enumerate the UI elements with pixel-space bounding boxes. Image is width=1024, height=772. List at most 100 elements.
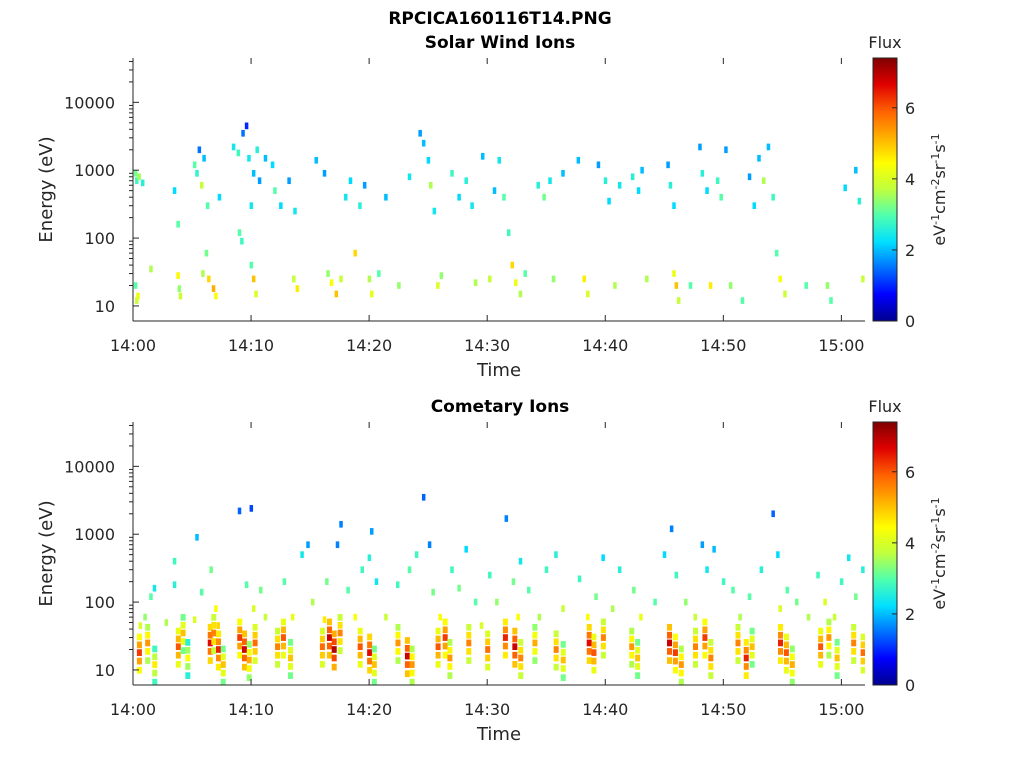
data-cell [255,146,259,154]
data-cell [237,507,242,515]
data-cell [172,581,177,589]
data-cell [371,661,377,668]
data-cell [518,654,524,662]
data-cell [502,651,508,659]
data-cell [220,661,226,668]
data-cell [692,643,698,651]
data-cell [257,177,262,185]
data-cell [237,651,243,659]
data-cell [288,654,294,662]
data-cell [629,660,635,668]
data-cell [136,666,142,674]
data-cell [576,156,581,164]
data-cell [783,657,789,665]
data-cell [532,657,538,664]
data-cell [407,566,412,574]
data-cell [310,598,315,606]
data-cell [249,261,254,269]
data-cell [275,651,281,659]
data-cell [145,639,151,647]
x-tick-label: 14:50 [700,336,746,355]
data-cell [778,275,782,283]
data-cell [442,642,448,650]
data-cell [367,275,372,283]
data-cell [220,645,226,653]
data-cell [450,169,454,177]
data-cell [447,672,453,679]
data-cell [138,622,143,629]
data-cell [177,285,182,292]
data-cell [207,648,213,655]
data-cell [708,639,714,646]
data-cell [331,646,337,653]
data-cell [610,605,615,612]
data-cell [516,613,520,621]
data-cell [747,173,752,181]
data-cell [586,613,590,621]
data-cell [252,648,258,655]
data-cell [207,623,213,631]
data-cell [246,665,252,672]
data-cell [667,639,673,647]
data-cell [705,566,709,574]
data-cell [645,275,649,283]
data-cell [377,270,381,277]
y-tick-label: 10 [95,661,115,680]
data-cell [749,651,755,659]
data-cell [818,643,824,651]
data-cell [761,177,766,185]
y-tick-label: 100 [84,593,115,612]
data-cell [246,648,252,656]
data-cell [135,297,139,304]
data-cell [868,614,873,621]
data-cell [404,661,410,668]
data-cell [635,672,641,679]
data-cell [502,193,506,201]
data-cell [804,282,808,289]
data-cell [180,614,186,621]
data-cell [514,279,518,287]
data-cell [438,613,442,621]
data-cell [629,635,635,643]
y-tick-label: 1000 [74,161,115,180]
data-cell [217,193,222,201]
data-cell [175,651,181,659]
data-cell [708,282,713,289]
y-tick-label: 100 [84,229,115,248]
data-cell [209,566,213,574]
data-cell [409,645,415,653]
data-cell [334,290,339,298]
data-cell [241,129,245,137]
data-cell [603,177,608,185]
data-cell [249,505,254,512]
data-cell [326,651,332,659]
data-cell [371,653,377,661]
data-cell [506,229,511,237]
data-cell [371,678,377,685]
data-cell [735,657,741,664]
data-cell [252,639,258,647]
data-cell [249,202,254,210]
data-cell [632,586,636,594]
data-cell [600,626,606,634]
data-cell [868,622,873,629]
data-cell [495,598,499,606]
data-cell [357,643,363,651]
data-cell [251,275,256,283]
data-cell [214,605,218,612]
data-cell [136,649,142,656]
data-cell [518,557,523,565]
data-cell [322,616,327,624]
data-cell [740,297,745,304]
data-cell [435,643,441,651]
data-cell [466,657,472,664]
data-cell [502,642,508,650]
data-cell [860,666,865,674]
colorbar [872,57,898,322]
data-cell [339,275,343,283]
data-cell [851,639,857,647]
data-cell [442,651,448,659]
data-cell [860,657,865,665]
data-cell [442,626,448,634]
colorbar-tick-label: 2 [905,605,915,624]
